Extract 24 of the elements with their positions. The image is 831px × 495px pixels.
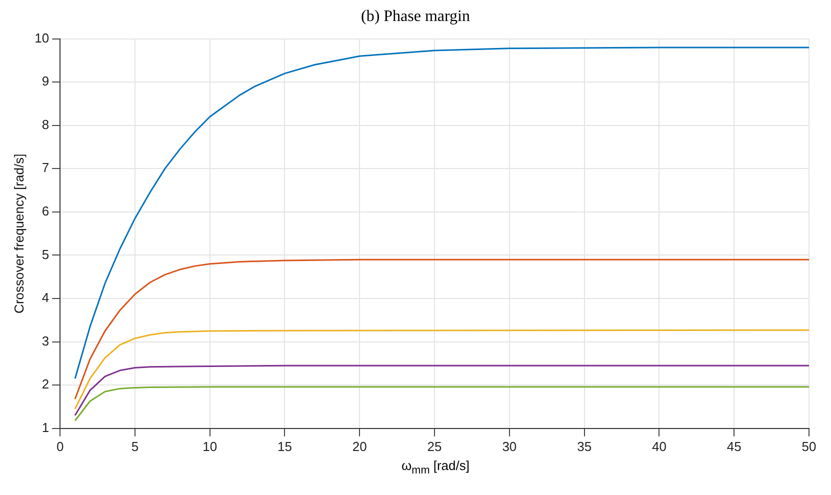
x-tick-label: 5: [131, 438, 139, 454]
x-tick-label: 0: [56, 438, 64, 454]
x-tick-label: 35: [577, 438, 592, 454]
y-tick-label: 9: [42, 74, 50, 89]
y-tick-label: 2: [42, 376, 50, 392]
x-tick-label: 40: [652, 438, 666, 454]
x-tick-label: 20: [352, 438, 367, 454]
y-tick-label: 5: [42, 246, 50, 262]
y-tick-label: 1: [42, 420, 50, 435]
chart-title: (b) Phase margin: [360, 8, 471, 27]
y-tick-label: 3: [42, 333, 50, 348]
x-tick-label: 45: [726, 438, 742, 454]
y-axis-title: Crossover frequency [rad/s]: [11, 154, 26, 314]
y-tick-label: 8: [42, 116, 50, 132]
x-tick-label: 50: [802, 438, 816, 454]
x-axis-title: ω$_{mm}$ [rad/s]: [400, 458, 470, 477]
x-tick-label: 30: [502, 438, 517, 454]
y-tick-label: 6: [42, 204, 50, 219]
x-tick-label: 25: [427, 438, 442, 454]
y-tick-label: 10: [34, 30, 50, 46]
x-tick-label: 10: [202, 438, 218, 454]
x-tick-label: 15: [278, 438, 292, 454]
y-tick-label: 4: [42, 290, 50, 306]
y-tick-label: 7: [42, 160, 50, 176]
